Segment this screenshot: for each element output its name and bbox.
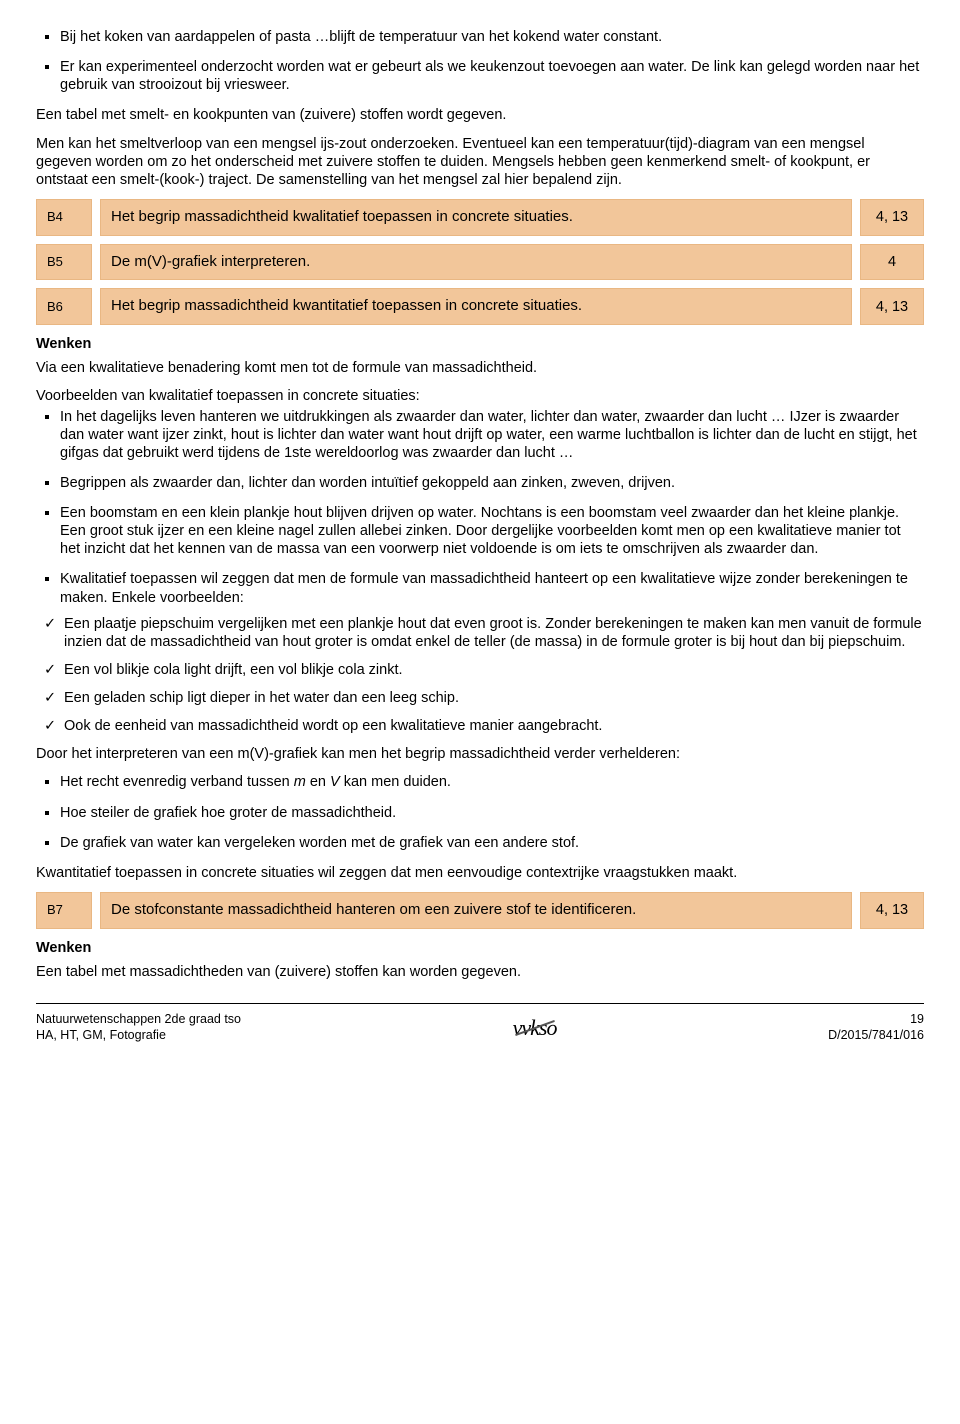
list-item: Een vol blikje cola light drijft, een vo… (64, 661, 924, 679)
objective-ref: 4, 13 (860, 199, 924, 236)
list-item: Bij het koken van aardappelen of pasta …… (60, 28, 924, 46)
list-item: Begrippen als zwaarder dan, lichter dan … (60, 474, 924, 492)
list-item: Een geladen schip ligt dieper in het wat… (64, 689, 924, 707)
interpret-intro: Door het interpreteren van een m(V)-graf… (36, 745, 924, 763)
list-item: Ook de eenheid van massadichtheid wordt … (64, 717, 924, 735)
list-item: Kwalitatief toepassen wil zeggen dat men… (60, 570, 924, 606)
list-item: Hoe steiler de grafiek hoe groter de mas… (60, 804, 924, 822)
objective-code: B7 (36, 892, 92, 929)
objective-row-b7: B7 De stofconstante massadichtheid hante… (36, 892, 924, 929)
footer-divider (36, 1003, 924, 1004)
text-fragment: Het recht evenredig verband tussen (60, 774, 294, 790)
wenken-heading: Wenken (36, 335, 924, 353)
text-fragment: kan men duiden. (340, 774, 451, 790)
logo-vvkso: vvkso (513, 1015, 557, 1040)
footer-left: Natuurwetenschappen 2de graad tso HA, HT… (36, 1012, 241, 1043)
list-item: Er kan experimenteel onderzocht worden w… (60, 58, 924, 94)
objective-ref: 4 (860, 244, 924, 281)
variable-v: V (330, 774, 340, 790)
objective-row-b4: B4 Het begrip massadichtheid kwalitatief… (36, 199, 924, 236)
footer-subtitle: HA, HT, GM, Fotografie (36, 1028, 241, 1044)
variable-m: m (294, 774, 306, 790)
text-fragment: en (306, 774, 330, 790)
objective-code: B5 (36, 244, 92, 281)
wenken-text: Een tabel met massadichtheden van (zuive… (36, 963, 924, 981)
examples-list: In het dagelijks leven hanteren we uitdr… (36, 408, 924, 607)
objective-text: Het begrip massadichtheid kwantitatief t… (100, 288, 852, 325)
examples-heading: Voorbeelden van kwalitatief toepassen in… (36, 387, 924, 405)
objective-text: De stofconstante massadichtheid hanteren… (100, 892, 852, 929)
intro-bullet-list: Bij het koken van aardappelen of pasta …… (36, 28, 924, 94)
intro-paragraph-1: Een tabel met smelt- en kookpunten van (… (36, 106, 924, 124)
document-number: D/2015/7841/016 (828, 1028, 924, 1044)
intro-paragraph-2: Men kan het smeltverloop van een mengsel… (36, 135, 924, 189)
wenken-intro: Via een kwalitatieve benadering komt men… (36, 359, 924, 377)
list-item: Een boomstam en een klein plankje hout b… (60, 504, 924, 558)
check-list: Een plaatje piepschuim vergelijken met e… (36, 615, 924, 736)
objective-text: Het begrip massadichtheid kwalitatief to… (100, 199, 852, 236)
footer-center: vvkso (513, 1014, 557, 1042)
wenken-heading: Wenken (36, 939, 924, 957)
list-item: Het recht evenredig verband tussen m en … (60, 773, 924, 791)
objective-text: De m(V)-grafiek interpreteren. (100, 244, 852, 281)
objective-code: B6 (36, 288, 92, 325)
list-item: In het dagelijks leven hanteren we uitdr… (60, 408, 924, 462)
objective-ref: 4, 13 (860, 288, 924, 325)
kwantitatief-paragraph: Kwantitatief toepassen in concrete situa… (36, 864, 924, 882)
list-item: De grafiek van water kan vergeleken word… (60, 834, 924, 852)
interpret-list: Het recht evenredig verband tussen m en … (36, 773, 924, 851)
page-footer: Natuurwetenschappen 2de graad tso HA, HT… (36, 1012, 924, 1043)
list-item: Een plaatje piepschuim vergelijken met e… (64, 615, 924, 651)
objective-code: B4 (36, 199, 92, 236)
footer-title: Natuurwetenschappen 2de graad tso (36, 1012, 241, 1028)
footer-right: 19 D/2015/7841/016 (828, 1012, 924, 1043)
objective-ref: 4, 13 (860, 892, 924, 929)
objective-row-b5: B5 De m(V)-grafiek interpreteren. 4 (36, 244, 924, 281)
objective-row-b6: B6 Het begrip massadichtheid kwantitatie… (36, 288, 924, 325)
page-number: 19 (828, 1012, 924, 1028)
